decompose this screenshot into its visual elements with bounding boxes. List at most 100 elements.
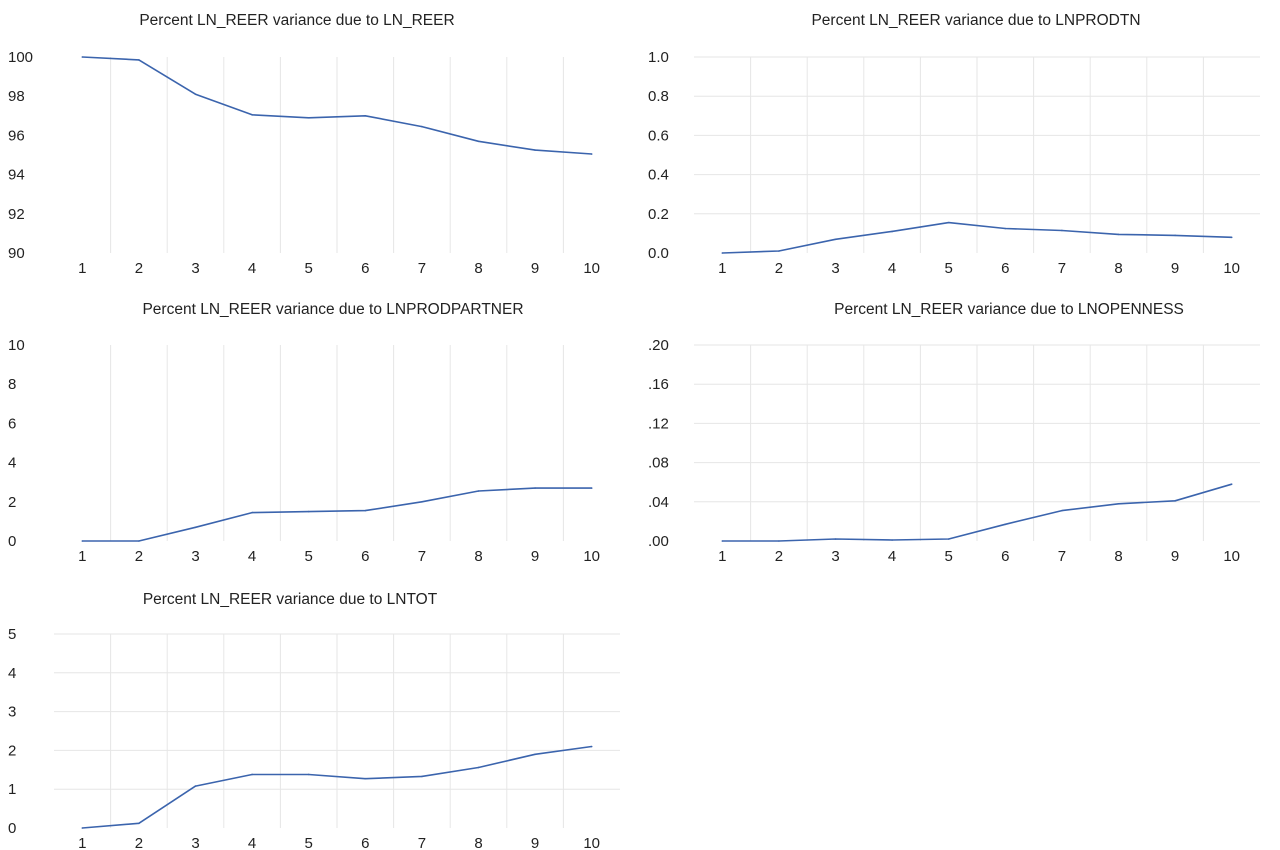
y-tick-label: 3 <box>8 704 16 721</box>
y-tick-label: 100 <box>8 49 33 66</box>
y-tick-label: 0.6 <box>648 127 669 144</box>
data-point <box>81 56 84 58</box>
data-point <box>1004 523 1007 526</box>
y-tick-label: 4 <box>8 665 16 682</box>
x-tick-label: 10 <box>1223 260 1240 277</box>
y-tick-label: 5 <box>8 626 16 643</box>
x-tick-label: 9 <box>531 548 539 565</box>
chart-title: Percent LN_REER variance due to LNTOT <box>142 591 438 608</box>
line-chart-lnprodtn: 0.0 0.2 0.4 0.6 0.8 1.0 1 2 3 4 5 6 7 8 9 10 <box>648 49 1260 277</box>
x-tick-label: 6 <box>361 835 369 850</box>
x-tick-label: 7 <box>1058 548 1066 565</box>
chart-panel-lntot: Percent LN_REER variance due to LNTOT 0 1… <box>0 580 640 850</box>
chart-title: Percent LN_REER variance due to LNPRODTN <box>811 12 1141 29</box>
y-tick-label: 0 <box>8 533 16 550</box>
y-tick-label: 92 <box>8 206 25 223</box>
x-tick-label: 8 <box>474 548 482 565</box>
x-tick-label: 6 <box>361 548 369 565</box>
data-point <box>1061 509 1063 512</box>
x-tick-label: 4 <box>888 548 896 565</box>
data-point <box>590 487 593 489</box>
data-point <box>778 250 780 252</box>
x-tick-label: 7 <box>418 260 426 277</box>
data-point <box>251 773 253 776</box>
data-point <box>421 125 423 128</box>
y-tick-label: .16 <box>648 376 669 393</box>
line-chart-lntot: 0 1 2 3 4 5 1 2 3 4 5 6 7 8 9 10 <box>8 626 620 850</box>
x-tick-label: 2 <box>135 260 143 277</box>
data-point <box>834 538 837 540</box>
x-tick-label: 2 <box>775 548 783 565</box>
x-tick-label: 5 <box>305 260 313 277</box>
data-point <box>534 753 536 756</box>
data-point <box>1117 233 1120 236</box>
x-tick-label: 6 <box>361 260 369 277</box>
y-tick-label: .12 <box>648 415 669 432</box>
data-point <box>778 540 780 542</box>
y-tick-label: .00 <box>648 533 669 550</box>
y-tick-label: 96 <box>8 127 25 144</box>
x-tick-label: 9 <box>531 260 539 277</box>
x-tick-label: 8 <box>1114 260 1122 277</box>
series-line <box>82 745 592 829</box>
data-point <box>721 540 724 542</box>
data-point <box>1230 236 1233 239</box>
data-point <box>138 540 140 542</box>
data-point <box>590 153 593 155</box>
data-point <box>891 230 893 233</box>
x-tick-label: 4 <box>248 260 256 277</box>
data-point <box>477 490 480 492</box>
series-line <box>82 487 592 542</box>
chart-panel-ln-reer: Percent LN_REER variance due to LN_REER … <box>0 0 640 290</box>
data-point <box>534 149 536 151</box>
x-tick-label: 10 <box>583 548 600 565</box>
data-point <box>307 773 310 776</box>
x-tick-label: 2 <box>135 548 143 565</box>
x-tick-label: 9 <box>531 835 539 850</box>
x-tick-label: 3 <box>831 548 839 565</box>
data-point <box>194 526 197 529</box>
x-tick-label: 5 <box>305 835 313 850</box>
y-tick-label: 10 <box>8 337 25 354</box>
data-point <box>307 510 310 513</box>
y-tick-label: 2 <box>8 494 16 511</box>
series-line <box>722 483 1232 542</box>
data-point <box>81 827 84 829</box>
y-tick-label: 90 <box>8 245 25 262</box>
x-tick-label: 9 <box>1171 260 1179 277</box>
x-tick-label: 3 <box>191 835 199 850</box>
data-point <box>251 114 253 116</box>
data-point <box>534 487 536 489</box>
x-tick-label: 7 <box>1058 260 1066 277</box>
x-tick-label: 1 <box>718 548 726 565</box>
y-tick-label: 0 <box>8 820 16 837</box>
y-tick-label: 94 <box>8 167 25 184</box>
series-line <box>722 221 1232 254</box>
x-tick-label: 2 <box>775 260 783 277</box>
series-line <box>82 56 592 155</box>
data-point <box>1174 234 1176 237</box>
x-tick-label: 6 <box>1001 260 1009 277</box>
x-tick-label: 3 <box>831 260 839 277</box>
x-tick-label: 7 <box>418 835 426 850</box>
y-tick-label: 2 <box>8 742 16 759</box>
y-tick-label: 1 <box>8 781 16 798</box>
x-tick-label: 10 <box>583 835 600 850</box>
data-point <box>364 777 367 780</box>
chart-panel-lnprodpartner: Percent LN_REER variance due to LNPRODPA… <box>0 290 640 580</box>
data-point <box>477 140 480 143</box>
data-point <box>1004 227 1007 230</box>
data-point <box>138 59 140 61</box>
y-tick-label: .04 <box>648 494 669 511</box>
x-tick-label: 3 <box>191 548 199 565</box>
data-point <box>251 511 253 514</box>
data-point <box>138 822 140 825</box>
x-tick-label: 3 <box>191 260 199 277</box>
x-tick-label: 8 <box>1114 548 1122 565</box>
data-point <box>1061 229 1063 232</box>
x-tick-label: 4 <box>888 260 896 277</box>
x-tick-label: 6 <box>1001 548 1009 565</box>
chart-title: Percent LN_REER variance due to LN_REER <box>139 12 455 29</box>
chart-title: Percent LN_REER variance due to LNOPENNE… <box>834 301 1184 318</box>
